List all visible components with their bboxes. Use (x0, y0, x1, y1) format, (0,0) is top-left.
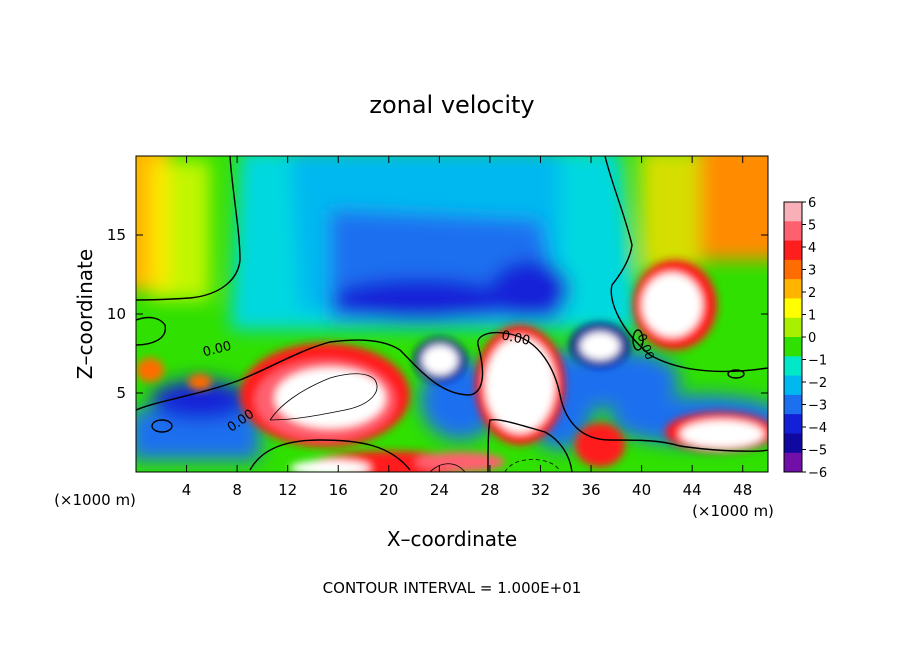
colorbar-swatch (784, 356, 802, 377)
colorbar-swatch (784, 414, 802, 434)
y-tick-label: 5 (116, 384, 126, 402)
x-unit-left: (×1000 m) (54, 491, 136, 509)
colorbar-tick-label: 5 (808, 219, 816, 234)
colorbar-tick-label: −6 (808, 466, 827, 481)
colorbar-tick-label: 4 (808, 241, 816, 256)
y-tick-label: 15 (107, 226, 126, 244)
x-tick-label: 16 (329, 481, 348, 499)
x-unit-right: (×1000 m) (692, 502, 774, 520)
x-tick-label: 36 (581, 481, 600, 499)
colorbar-tick-label: −2 (808, 376, 827, 391)
colorbar-swatch (784, 202, 802, 222)
x-axis-label: X–coordinate (387, 527, 517, 551)
contour-label: 0.00 (201, 339, 233, 361)
x-tick-label: 12 (278, 481, 297, 499)
x-tick-label: 24 (430, 481, 449, 499)
x-tick-label: 48 (733, 481, 752, 499)
zero-contours (136, 156, 768, 472)
y-axis: 5 10 15 (107, 226, 768, 402)
colorbar-tick-label: 0 (808, 331, 816, 346)
colorbar-tick-label: −3 (808, 399, 827, 414)
chart-title: zonal velocity (369, 91, 534, 119)
x-tick-label: 44 (683, 481, 702, 499)
x-tick-label: 20 (379, 481, 398, 499)
y-axis-label: Z–coordinate (73, 249, 97, 379)
colorbar-swatch (784, 279, 802, 299)
colorbar-swatch (784, 259, 802, 280)
colorbar-tick-label: 6 (808, 196, 816, 211)
x-tick-label: 8 (232, 481, 242, 499)
colorbar-swatch (784, 394, 802, 415)
colorbar-tick-label: −5 (808, 444, 827, 459)
x-axis: 4 8 12 16 20 24 28 32 36 40 44 48 (182, 156, 752, 499)
colorbar-swatch (784, 221, 802, 242)
colorbar-swatch (784, 375, 802, 396)
colorbar-tick-label: 3 (808, 264, 816, 279)
contour-labels: 0.00 0.00 0.00 0.00 (201, 328, 657, 435)
contour-interval-footer: CONTOUR INTERVAL = 1.000E+01 (323, 579, 582, 597)
colorbar-swatch (784, 240, 802, 261)
colorbar-swatch (784, 298, 802, 319)
colorbar-swatch (784, 337, 802, 357)
colorbar-tick-label: 1 (808, 309, 816, 324)
colorbar-swatch (784, 433, 802, 454)
contour-label: 0.00 (500, 328, 531, 349)
colorbar-tick-label: 2 (808, 286, 816, 301)
colorbar-swatch (784, 317, 802, 338)
colorbar-tick-label: −4 (808, 421, 827, 436)
colorbar-tick-label: −1 (808, 354, 827, 369)
x-tick-label: 28 (480, 481, 499, 499)
x-tick-label: 4 (182, 481, 192, 499)
y-tick-label: 10 (107, 305, 126, 323)
x-tick-label: 32 (531, 481, 550, 499)
colorbar: 6 5 4 3 2 1 0 −1 −2 −3 −4 −5 −6 (783, 196, 827, 481)
x-tick-label: 40 (632, 481, 651, 499)
colorbar-swatch (784, 452, 802, 473)
heatmap-field (136, 156, 768, 472)
